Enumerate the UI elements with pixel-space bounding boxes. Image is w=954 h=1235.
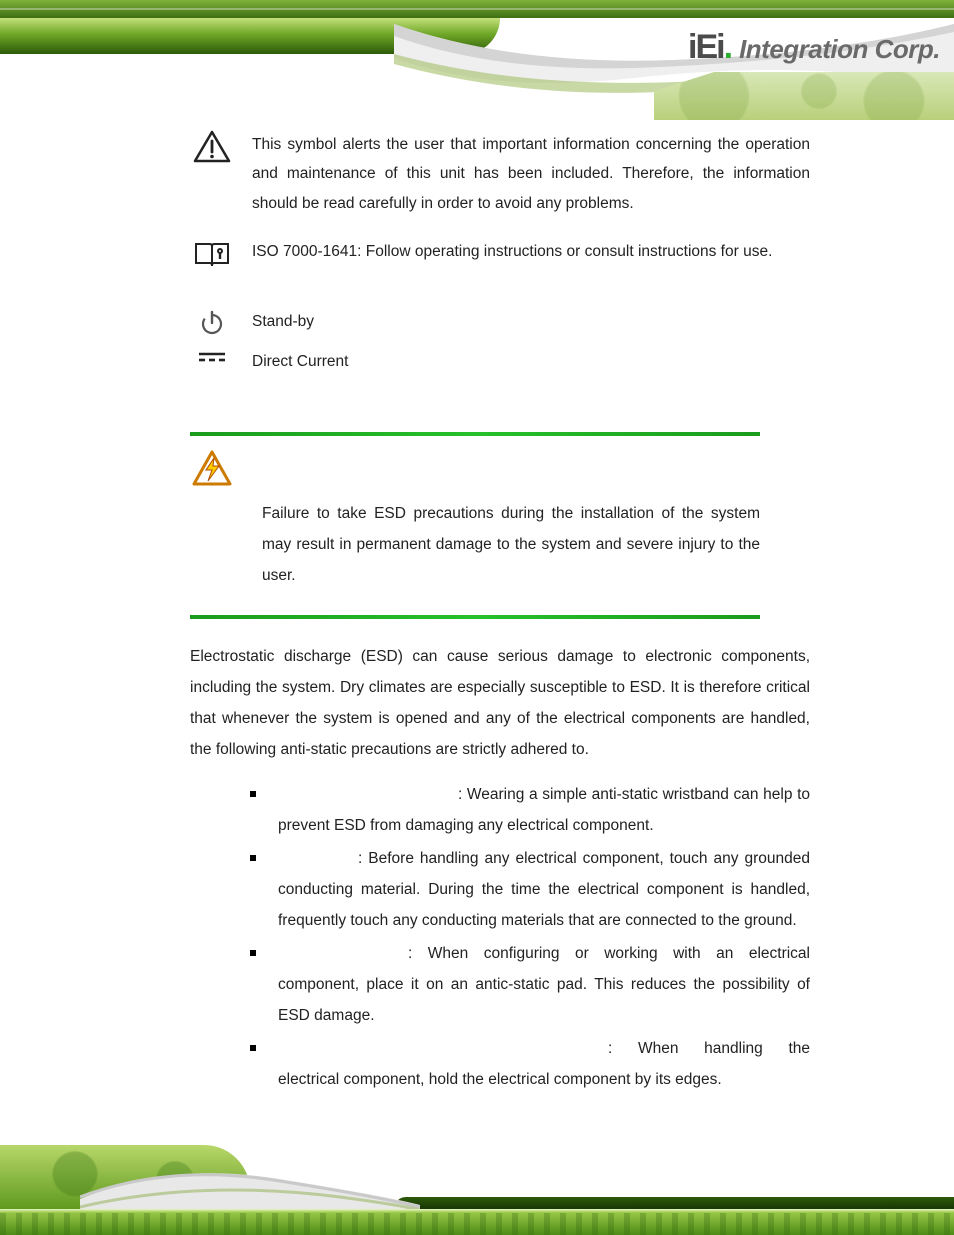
brand-text: Integration Corp. [739, 34, 940, 65]
symbol-alert-text: This symbol alerts the user that importa… [252, 130, 810, 218]
esd-precautions-list: : Wearing a simple anti-static wristband… [250, 779, 810, 1095]
direct-current-icon [190, 350, 234, 364]
symbol-row-manual: ISO 7000-1641: Follow operating instruct… [190, 240, 810, 270]
alert-triangle-icon [190, 130, 234, 164]
symbol-row-alert: This symbol alerts the user that importa… [190, 130, 810, 218]
brand-mark-text: iEi [688, 28, 724, 66]
esd-list-item: : Before handling any electrical compone… [250, 843, 810, 936]
page-footer [0, 1140, 954, 1235]
esd-list-item: : Wearing a simple anti-static wristband… [250, 779, 810, 841]
page-header: iEi. Integration Corp. [0, 0, 954, 140]
symbol-manual-text: ISO 7000-1641: Follow operating instruct… [252, 240, 810, 263]
footer-dark-band [394, 1197, 954, 1209]
esd-list-item: : When handling the electrical component… [250, 1033, 810, 1095]
header-top-stripe [0, 0, 954, 18]
symbol-row-dc: Direct Current [190, 350, 810, 373]
footer-stripe [0, 1209, 954, 1235]
esd-item-text: : Wearing a simple anti-static wristband… [278, 786, 810, 834]
warning-top-bar [190, 432, 760, 436]
esd-list-item: : When configuring or working with an el… [250, 938, 810, 1031]
esd-warning-icon [192, 450, 232, 490]
brand-logo: iEi. Integration Corp. [688, 28, 940, 67]
symbol-standby-text: Stand-by [252, 310, 810, 333]
esd-item-text: : Before handling any electrical compone… [278, 850, 810, 929]
brand-mark: iEi. [688, 28, 731, 67]
brand-dot: . [724, 28, 731, 66]
esd-item-text: : When configuring or working with an el… [278, 945, 810, 1024]
header-texture [654, 72, 954, 120]
page-content: This symbol alerts the user that importa… [190, 130, 810, 1097]
esd-item-text: : When handling the electrical component… [278, 1040, 810, 1088]
standby-power-icon [190, 310, 234, 336]
footer-swoosh [80, 1155, 420, 1215]
esd-intro-paragraph: Electrostatic discharge (ESD) can cause … [190, 641, 810, 765]
warning-bottom-bar [190, 615, 760, 619]
warning-text: Failure to take ESD precautions during t… [262, 498, 760, 591]
manual-book-icon [190, 240, 234, 270]
symbol-row-standby: Stand-by [190, 310, 810, 336]
symbol-dc-text: Direct Current [252, 350, 810, 373]
